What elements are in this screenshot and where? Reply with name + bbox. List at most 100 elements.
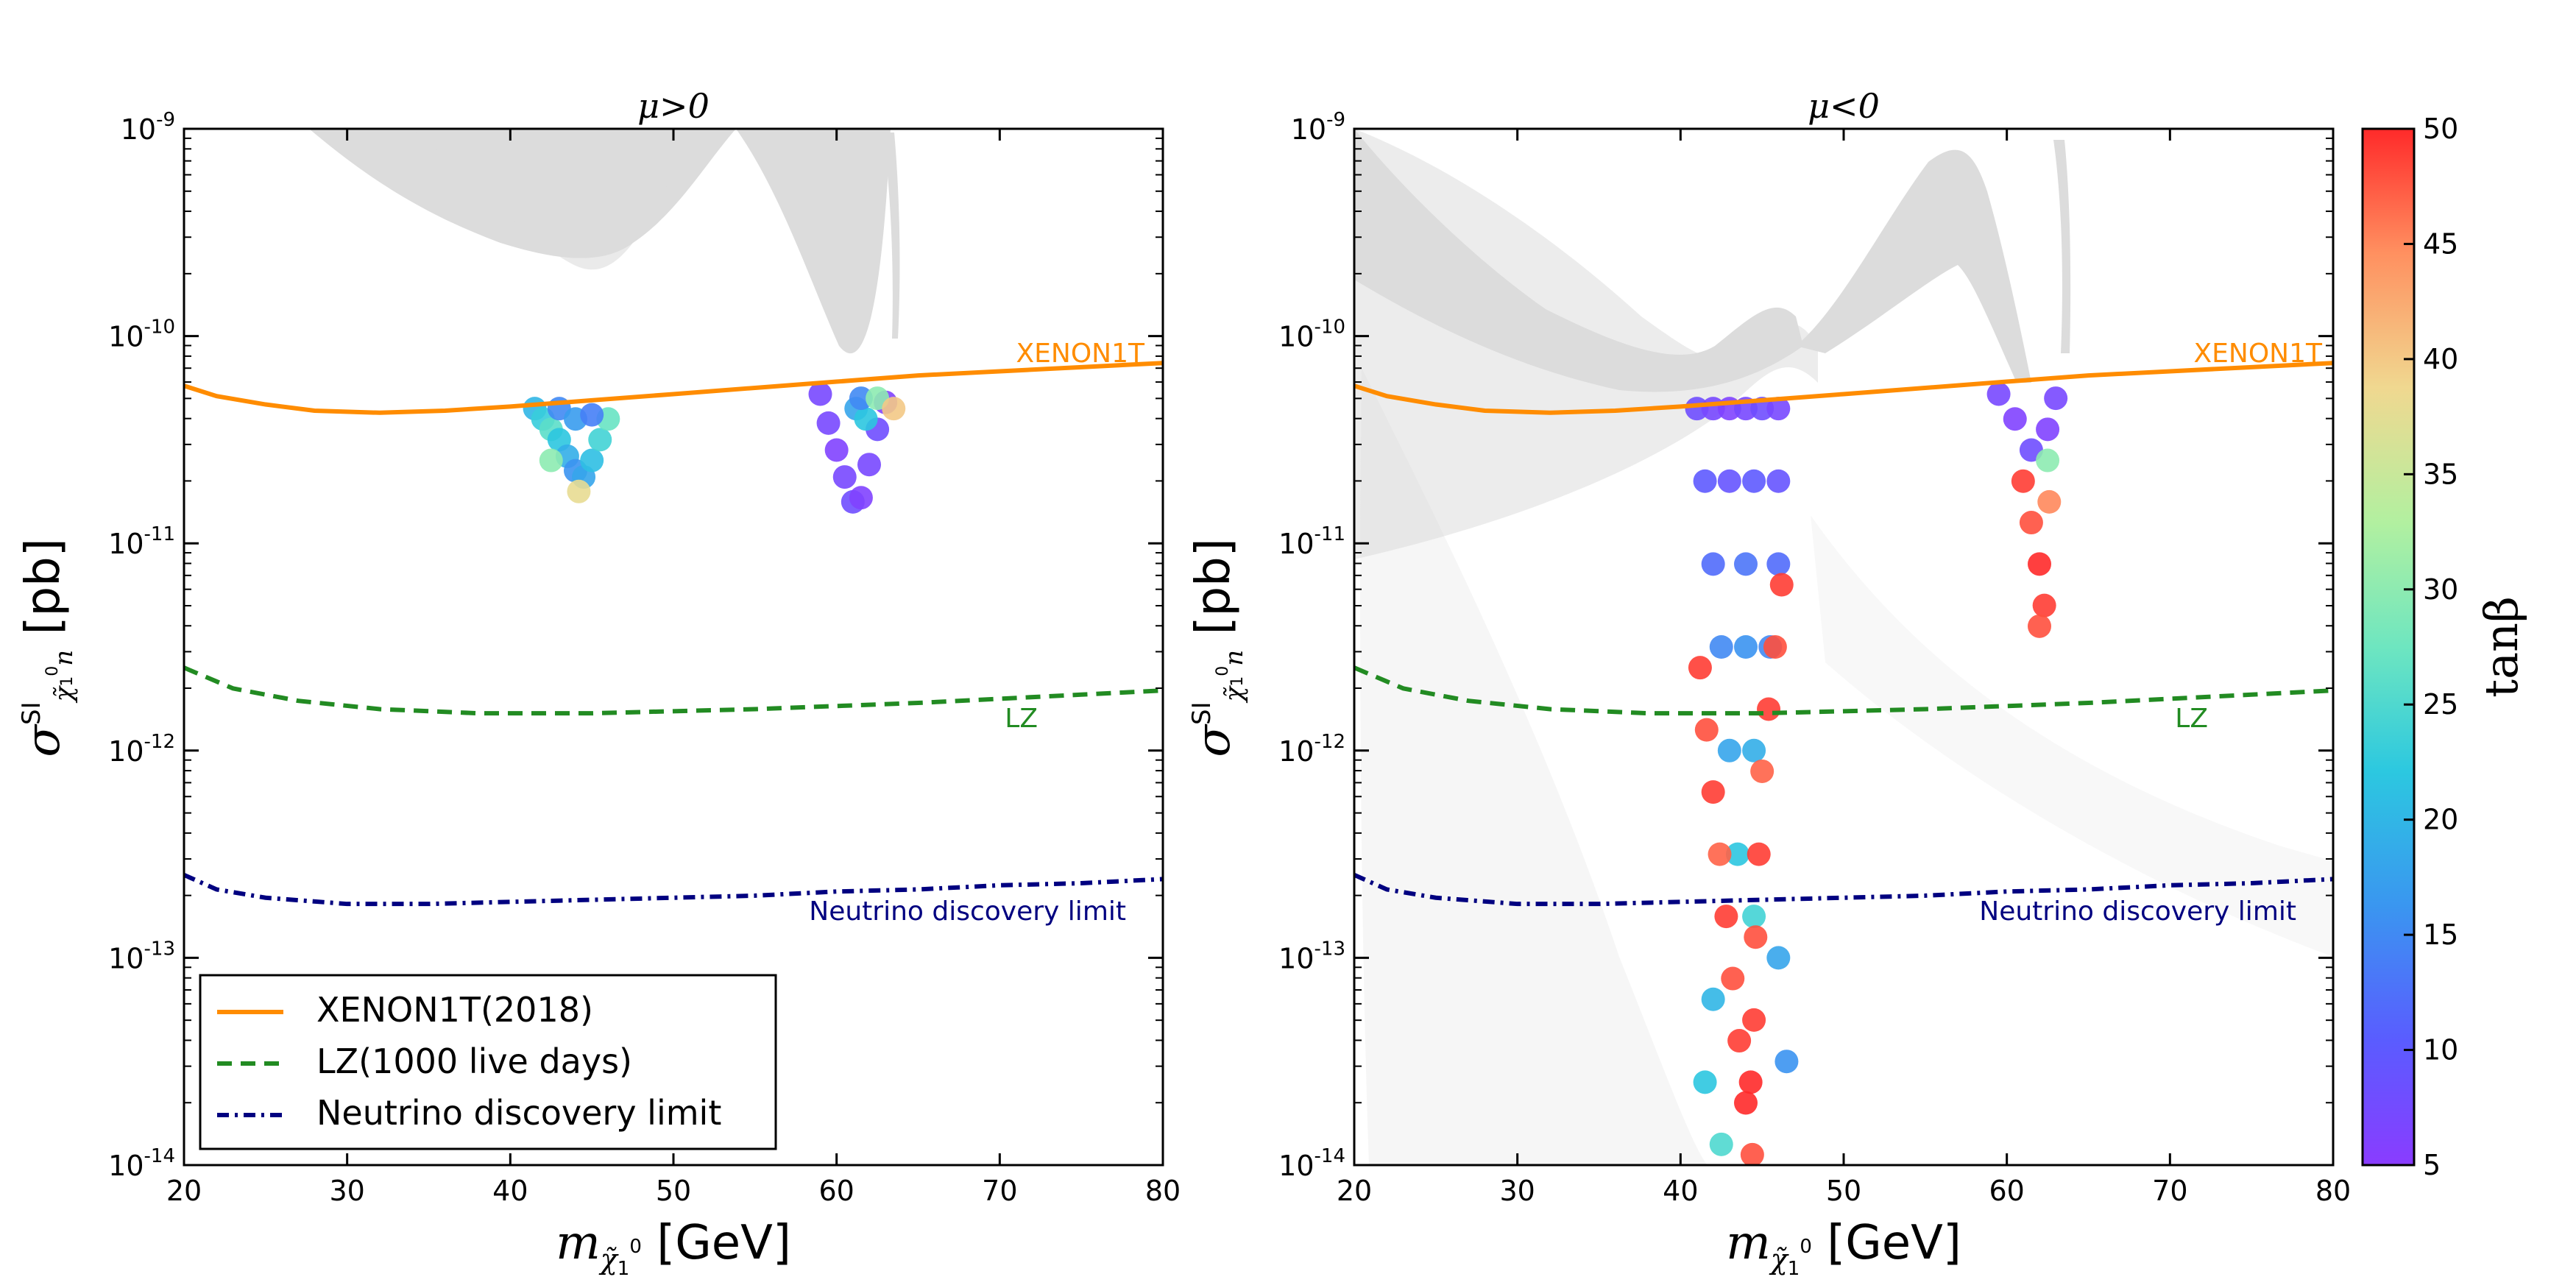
y-tick-label: 10-13	[108, 938, 175, 974]
data-point	[1766, 552, 1791, 576]
x-tick-label: 70	[2152, 1175, 2187, 1207]
limit-curve-dashed	[184, 665, 1163, 716]
background-scan-region	[309, 129, 900, 354]
data-point	[808, 382, 832, 406]
xenon-label: XENON1T	[2194, 339, 2324, 369]
x-tick-label: 60	[818, 1175, 854, 1207]
data-point	[1701, 780, 1725, 804]
limit-curve-dashdot	[184, 873, 1163, 907]
data-point	[849, 386, 873, 411]
data-point	[1766, 469, 1791, 493]
y-tick-label: 10-12	[108, 731, 175, 768]
limit-curve-dashed	[1354, 665, 2333, 716]
x-tick-label: 80	[1145, 1175, 1181, 1207]
limit-curve-dashdot	[1354, 873, 2333, 907]
data-point	[1738, 1070, 1763, 1094]
data-point	[1757, 697, 1781, 721]
data-point	[2036, 448, 2060, 473]
data-point	[1766, 397, 1791, 421]
data-point	[1688, 656, 1712, 680]
data-point	[1727, 1029, 1752, 1053]
x-tick-label: 70	[982, 1175, 1017, 1207]
y-tick-label: 10-14	[1278, 1145, 1345, 1182]
data-point	[1766, 946, 1791, 970]
colorbar-tick-label: 40	[2423, 343, 2458, 375]
data-point	[1734, 552, 1758, 576]
data-point	[1763, 635, 1787, 659]
curve-labels: XENON1T LZ Neutrino discovery limit	[809, 339, 1145, 927]
x-tick-label: 50	[1826, 1175, 1861, 1207]
colorbar-tick-label: 20	[2423, 804, 2458, 836]
data-point	[857, 453, 881, 477]
limit-curves	[184, 361, 1163, 907]
x-tick-label: 20	[166, 1175, 202, 1207]
data-point	[2036, 417, 2060, 442]
y-tick-label: 10-11	[1278, 523, 1345, 560]
data-point	[580, 403, 604, 427]
data-point	[2044, 386, 2068, 411]
y-tick-label: 10-9	[121, 109, 175, 146]
y-tick-label: 10-14	[108, 1145, 175, 1182]
curve-labels: XENON1T LZ Neutrino discovery limit	[1979, 339, 2323, 927]
data-point	[1740, 1142, 1764, 1165]
y-tick-label: 10-13	[1278, 938, 1345, 974]
y-tick-label: 10-9	[1291, 109, 1345, 146]
colorbar-tick-label: 5	[2423, 1149, 2441, 1181]
data-point	[1742, 738, 1766, 762]
scatter-points	[1685, 382, 2068, 1165]
data-point	[854, 407, 878, 431]
data-point	[2019, 511, 2043, 535]
colorbar-tick-label: 45	[2423, 227, 2458, 260]
data-point	[849, 486, 873, 510]
y-tick-label: 10-12	[1278, 731, 1345, 768]
x-tick-label: 40	[492, 1175, 528, 1207]
data-point	[1709, 635, 1733, 659]
data-point	[1717, 738, 1741, 762]
y-axis-label: σSIχ̃10n [pb]	[1186, 538, 1249, 757]
data-point	[1717, 469, 1741, 493]
y-axis: 10-14 10-13 10-12 10-11 10-10 10-9	[108, 109, 1163, 1182]
data-point	[2037, 489, 2062, 514]
y-axis-label: σSIχ̃10n [pb]	[16, 538, 79, 757]
colorbar: 5 10 15 20 25 30 35 40 45 50 tanβ	[2361, 113, 2528, 1181]
legend-xenon-text: XENON1T(2018)	[316, 990, 593, 1030]
xenon-label: XENON1T	[1016, 339, 1146, 369]
x-tick-label: 80	[2315, 1175, 2351, 1207]
data-point	[1701, 987, 1725, 1011]
data-point	[1725, 842, 1749, 866]
x-axis-label: mχ̃10 [GeV]	[1726, 1216, 1961, 1280]
panel-mu-positive: 20 30 40 50 60 70 80 10-14 10-13 10-12 10-11 10-10…	[16, 86, 1181, 1280]
data-point	[1693, 469, 1717, 493]
limit-curves	[1354, 361, 2333, 907]
data-point	[2028, 614, 2051, 638]
colorbar-gradient	[2361, 127, 2416, 1167]
y-tick-label: 10-10	[108, 316, 175, 353]
data-point	[1693, 1070, 1717, 1094]
svg-text:σSIχ̃10n [pb]: σSIχ̃10n [pb]	[16, 538, 79, 757]
x-axis-label: mχ̃10 [GeV]	[556, 1216, 791, 1280]
neutrino-label: Neutrino discovery limit	[809, 896, 1126, 927]
limit-curve-solid	[184, 361, 1163, 415]
colorbar-tick-label: 10	[2423, 1034, 2458, 1066]
legend-lz-text: LZ(1000 live days)	[316, 1041, 632, 1081]
neutrino-label: Neutrino discovery limit	[1979, 896, 2296, 927]
limit-curve-solid	[1354, 361, 2333, 415]
data-point	[1742, 469, 1766, 493]
data-point	[567, 479, 591, 503]
legend: XENON1T(2018) LZ(1000 live days) Neutrin…	[199, 974, 777, 1150]
x-tick-label: 30	[329, 1175, 364, 1207]
data-point	[1734, 635, 1758, 659]
x-tick-label: 20	[1337, 1175, 1372, 1207]
data-point	[2011, 469, 2035, 493]
y-tick-label: 10-10	[1278, 316, 1345, 353]
data-point	[816, 411, 841, 435]
data-point	[1742, 1008, 1766, 1032]
svg-text:σSIχ̃10n [pb]: σSIχ̃10n [pb]	[1186, 538, 1249, 757]
x-tick-label: 30	[1499, 1175, 1535, 1207]
y-axis: 10-14 10-13 10-12 10-11 10-10 10-9	[1278, 109, 2333, 1182]
data-point	[2003, 407, 2027, 431]
data-point	[1744, 925, 1768, 949]
colorbar-ticks: 5 10 15 20 25 30 35 40 45 50	[2404, 113, 2458, 1181]
data-point	[1734, 1091, 1758, 1115]
